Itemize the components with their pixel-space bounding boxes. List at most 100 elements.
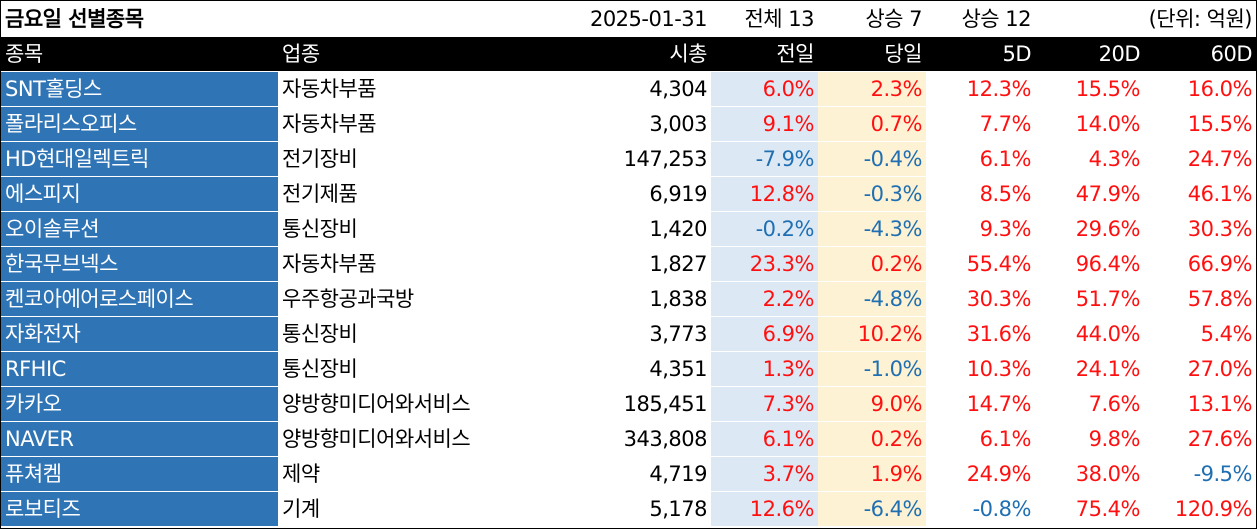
market-cap-cell: 147,253 (493, 141, 711, 177)
prev-day-change: 3.7% (711, 456, 818, 492)
today-change: 2.3% (818, 71, 926, 107)
stock-name[interactable]: 카카오 (1, 386, 278, 422)
col-header-prev[interactable]: 전일 (711, 37, 818, 72)
change-20d: 15.5% (1035, 71, 1144, 107)
change-5d: 31.6% (926, 316, 1035, 352)
prev-day-change: 9.1% (711, 106, 818, 142)
prev-day-change: 6.9% (711, 316, 818, 352)
market-cap-cell: 5,178 (493, 491, 711, 526)
industry-cell: 우주항공과국방 (278, 281, 493, 317)
change-60d: 46.1% (1144, 176, 1256, 212)
empty-cell (1035, 1, 1144, 37)
col-header-60d[interactable]: 60D (1144, 37, 1256, 72)
market-cap-cell: 3,003 (493, 106, 711, 142)
rise-count-today: 상승 7 (818, 1, 926, 37)
table-row[interactable]: 카카오 양방향미디어와서비스 185,451 7.3% 9.0% 14.7% 7.6% 13.… (1, 386, 1256, 422)
table-row[interactable]: 켄코아에어로스페이스 우주항공과국방 1,838 2.2% -4.8% 30.3% 51.7… (1, 281, 1256, 317)
table-row[interactable]: HD현대일렉트릭 전기장비 147,253 -7.9% -0.4% 6.1% 4.3% 24.… (1, 141, 1256, 177)
table-row[interactable]: SNT홀딩스 자동차부품 4,304 6.0% 2.3% 12.3% 15.5% 16.0% (1, 71, 1256, 107)
prev-day-change: -7.9% (711, 141, 818, 177)
table-row[interactable]: 자화전자 통신장비 3,773 6.9% 10.2% 31.6% 44.0% 5.4% (1, 316, 1256, 352)
change-5d: 10.3% (926, 351, 1035, 387)
change-20d: 7.6% (1035, 386, 1144, 422)
market-cap-cell: 4,719 (493, 456, 711, 492)
sheet-title: 금요일 선별종목 (1, 1, 278, 37)
prev-day-change: 6.0% (711, 71, 818, 107)
stock-name[interactable]: HD현대일렉트릭 (1, 141, 278, 177)
industry-cell: 기계 (278, 491, 493, 526)
table-row[interactable]: 한국무브넥스 자동차부품 1,827 23.3% 0.2% 55.4% 96.4% 66.9% (1, 246, 1256, 282)
prev-day-change: 23.3% (711, 246, 818, 282)
table-row[interactable]: 퓨쳐켐 제약 4,719 3.7% 1.9% 24.9% 38.0% -9.5% (1, 456, 1256, 492)
change-60d: 27.6% (1144, 421, 1256, 457)
table-row[interactable]: 오이솔루션 통신장비 1,420 -0.2% -4.3% 9.3% 29.6% 30.3% (1, 211, 1256, 247)
change-20d: 29.6% (1035, 211, 1144, 247)
stock-name[interactable]: 자화전자 (1, 316, 278, 352)
col-header-industry[interactable]: 업종 (278, 37, 493, 72)
change-20d: 75.4% (1035, 491, 1144, 526)
col-header-today[interactable]: 당일 (818, 37, 926, 72)
col-header-name[interactable]: 종목 (1, 37, 278, 72)
stock-name[interactable]: 에스피지 (1, 176, 278, 212)
prev-day-change: 6.1% (711, 421, 818, 457)
today-change: -0.3% (818, 176, 926, 212)
change-5d: 7.7% (926, 106, 1035, 142)
empty-cell (278, 1, 493, 37)
stock-name[interactable]: 한국무브넥스 (1, 246, 278, 282)
change-5d: 30.3% (926, 281, 1035, 317)
prev-day-change: 1.3% (711, 351, 818, 387)
today-change: -0.4% (818, 141, 926, 177)
change-60d: -9.5% (1144, 456, 1256, 492)
stock-name[interactable]: NAVER (1, 421, 278, 457)
industry-cell: 자동차부품 (278, 106, 493, 142)
market-cap-cell: 1,420 (493, 211, 711, 247)
industry-cell: 자동차부품 (278, 246, 493, 282)
table-row[interactable]: 에스피지 전기제품 6,919 12.8% -0.3% 8.5% 47.9% 46.1% (1, 176, 1256, 212)
change-60d: 27.0% (1144, 351, 1256, 387)
change-5d: 6.1% (926, 421, 1035, 457)
market-cap-cell: 4,351 (493, 351, 711, 387)
industry-cell: 전기제품 (278, 176, 493, 212)
prev-day-change: 12.6% (711, 491, 818, 526)
change-5d: 9.3% (926, 211, 1035, 247)
stock-name[interactable]: SNT홀딩스 (1, 71, 278, 107)
col-header-20d[interactable]: 20D (1035, 37, 1144, 72)
prev-day-change: 12.8% (711, 176, 818, 212)
table-row[interactable]: NAVER 양방향미디어와서비스 343,808 6.1% 0.2% 6.1% 9.8% 27… (1, 421, 1256, 457)
change-5d: 24.9% (926, 456, 1035, 492)
change-60d: 16.0% (1144, 71, 1256, 107)
change-5d: 8.5% (926, 176, 1035, 212)
market-cap-cell: 343,808 (493, 421, 711, 457)
table-row[interactable]: 로보티즈 기계 5,178 12.6% -6.4% -0.8% 75.4% 120.9% (1, 491, 1256, 526)
summary-row: 금요일 선별종목 2025-01-31 전체 13 상승 7 상승 12 (단위… (1, 1, 1256, 37)
market-cap-cell: 6,919 (493, 176, 711, 212)
change-60d: 24.7% (1144, 141, 1256, 177)
stock-name[interactable]: 퓨쳐켐 (1, 456, 278, 492)
column-header-row: 종목 업종 시총 전일 당일 5D 20D 60D (1, 37, 1256, 72)
rise-count-prev: 상승 12 (926, 1, 1035, 37)
stock-name[interactable]: 켄코아에어로스페이스 (1, 281, 278, 317)
change-60d: 13.1% (1144, 386, 1256, 422)
industry-cell: 제약 (278, 456, 493, 492)
unit-label: (단위: 억원) (1144, 1, 1256, 37)
change-5d: -0.8% (926, 491, 1035, 526)
today-change: -6.4% (818, 491, 926, 526)
stock-name[interactable]: RFHIC (1, 351, 278, 387)
stock-name[interactable]: 오이솔루션 (1, 211, 278, 247)
table-row[interactable]: 폴라리스오피스 자동차부품 3,003 9.1% 0.7% 7.7% 14.0% 15.5% (1, 106, 1256, 142)
industry-cell: 통신장비 (278, 211, 493, 247)
prev-day-change: -0.2% (711, 211, 818, 247)
change-5d: 6.1% (926, 141, 1035, 177)
col-header-cap[interactable]: 시총 (493, 37, 711, 72)
change-20d: 96.4% (1035, 246, 1144, 282)
today-change: 1.9% (818, 456, 926, 492)
change-60d: 120.9% (1144, 491, 1256, 526)
change-60d: 66.9% (1144, 246, 1256, 282)
table-row[interactable]: RFHIC 통신장비 4,351 1.3% -1.0% 10.3% 24.1% 27.0% (1, 351, 1256, 387)
col-header-5d[interactable]: 5D (926, 37, 1035, 72)
stock-name[interactable]: 폴라리스오피스 (1, 106, 278, 142)
today-change: 9.0% (818, 386, 926, 422)
stock-name[interactable]: 로보티즈 (1, 491, 278, 526)
change-20d: 44.0% (1035, 316, 1144, 352)
